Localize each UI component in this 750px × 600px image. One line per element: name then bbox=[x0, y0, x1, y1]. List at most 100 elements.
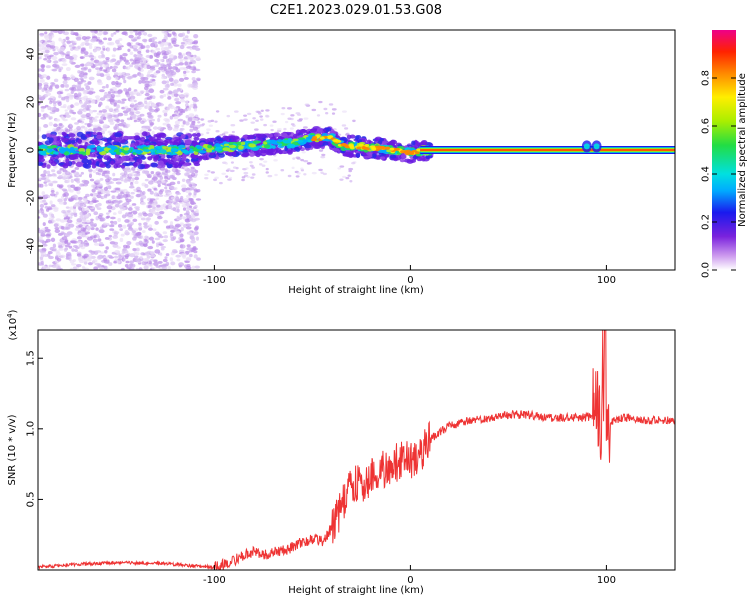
signal-blob bbox=[266, 152, 274, 156]
noise-blob bbox=[185, 226, 192, 230]
noise-blob bbox=[149, 236, 154, 241]
noise-blob bbox=[206, 131, 210, 135]
noise-blob bbox=[65, 53, 71, 57]
core-blob bbox=[297, 140, 304, 143]
noise-blob bbox=[175, 230, 181, 235]
noise-blob bbox=[101, 54, 106, 59]
noise-blob bbox=[53, 223, 59, 228]
noise-blob bbox=[87, 123, 91, 128]
noise-blob bbox=[52, 101, 57, 104]
signal-blob bbox=[52, 140, 60, 146]
noise-blob bbox=[65, 114, 71, 118]
noise-blob bbox=[111, 81, 116, 86]
noise-blob bbox=[107, 203, 114, 206]
noise-blob bbox=[167, 74, 173, 79]
noise-blob bbox=[320, 155, 326, 159]
noise-blob bbox=[186, 264, 191, 268]
noise-blob bbox=[123, 179, 128, 183]
noise-blob bbox=[89, 110, 94, 114]
noise-blob bbox=[38, 229, 44, 234]
noise-blob bbox=[150, 68, 156, 71]
noise-blob bbox=[103, 37, 108, 41]
noise-blob bbox=[126, 123, 131, 128]
noise-blob bbox=[132, 170, 137, 174]
noise-blob bbox=[142, 190, 146, 196]
noise-blob bbox=[79, 202, 84, 207]
noise-blob bbox=[133, 250, 137, 255]
noise-blob bbox=[82, 227, 87, 232]
noise-blob bbox=[163, 194, 170, 198]
noise-blob bbox=[169, 257, 174, 262]
noise-blob bbox=[69, 267, 75, 270]
noise-blob bbox=[77, 110, 83, 115]
noise-blob bbox=[189, 59, 196, 63]
noise-blob bbox=[154, 237, 161, 241]
signal-blob bbox=[232, 151, 237, 157]
y-multiplier-base: (x10 bbox=[8, 318, 19, 341]
noise-blob bbox=[105, 83, 109, 89]
noise-blob bbox=[132, 236, 137, 241]
noise-blob bbox=[167, 66, 173, 70]
noise-blob bbox=[136, 190, 143, 193]
noise-blob bbox=[80, 47, 85, 52]
noise-blob bbox=[99, 186, 103, 190]
noise-blob bbox=[38, 236, 43, 240]
noise-blob bbox=[78, 73, 85, 78]
noise-blob bbox=[116, 260, 121, 264]
noise-blob bbox=[169, 181, 176, 186]
noise-blob bbox=[170, 261, 176, 266]
noise-blob bbox=[106, 205, 113, 210]
noise-blob bbox=[177, 180, 181, 185]
noise-blob bbox=[225, 175, 229, 178]
noise-blob bbox=[118, 254, 122, 259]
signal-blob bbox=[133, 162, 138, 168]
noise-blob bbox=[187, 83, 192, 88]
noise-blob bbox=[99, 177, 104, 181]
noise-blob bbox=[113, 220, 118, 225]
noise-blob bbox=[79, 215, 84, 219]
noise-blob bbox=[173, 44, 180, 47]
noise-blob bbox=[93, 211, 99, 216]
noise-blob bbox=[128, 211, 133, 215]
noise-blob bbox=[119, 228, 124, 231]
noise-blob bbox=[90, 224, 97, 228]
noise-blob bbox=[103, 112, 109, 116]
noise-blob bbox=[159, 58, 163, 62]
noise-blob bbox=[143, 76, 149, 81]
noise-blob bbox=[138, 212, 143, 216]
noise-blob bbox=[129, 260, 134, 264]
noise-blob bbox=[174, 223, 181, 228]
top-y-tick-label: 40 bbox=[26, 48, 37, 61]
noise-blob bbox=[63, 198, 67, 202]
noise-blob bbox=[70, 184, 76, 189]
noise-blob bbox=[162, 258, 168, 263]
noise-blob bbox=[103, 186, 109, 191]
noise-blob bbox=[70, 178, 74, 183]
signal-blob bbox=[316, 127, 323, 133]
noise-blob bbox=[318, 149, 324, 152]
noise-blob bbox=[131, 203, 137, 206]
noise-blob bbox=[147, 128, 152, 132]
noise-blob bbox=[144, 171, 149, 175]
noise-blob bbox=[57, 242, 63, 246]
noise-blob bbox=[182, 120, 186, 125]
noise-blob bbox=[87, 128, 94, 133]
core-blob bbox=[58, 149, 66, 154]
noise-blob bbox=[194, 225, 199, 230]
colorbar-gradient bbox=[712, 30, 736, 270]
noise-blob bbox=[61, 242, 65, 247]
signal-blob bbox=[113, 163, 118, 169]
noise-blob bbox=[193, 191, 197, 196]
top-y-tick-label: -40 bbox=[26, 238, 37, 254]
noise-blob bbox=[39, 256, 44, 260]
noise-blob bbox=[38, 69, 41, 72]
noise-blob bbox=[171, 66, 177, 70]
noise-blob bbox=[168, 174, 175, 179]
signal-blob bbox=[273, 132, 281, 138]
signal-blob bbox=[191, 133, 198, 137]
noise-blob bbox=[80, 104, 86, 108]
noise-blob bbox=[104, 261, 110, 264]
noise-blob bbox=[102, 127, 108, 132]
noise-blob bbox=[134, 256, 139, 260]
noise-blob bbox=[185, 180, 190, 184]
